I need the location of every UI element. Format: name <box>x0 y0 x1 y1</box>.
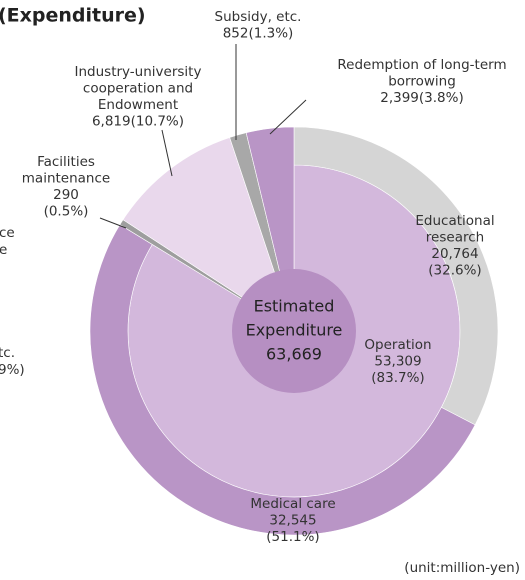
label-name: research <box>426 230 484 246</box>
label-name: Estimated <box>254 297 335 316</box>
leader-line <box>269 99 307 135</box>
percent-label: (0.5%) <box>44 204 89 220</box>
percent-label: (83.7%) <box>371 370 424 386</box>
label-name: Redemption of long-term <box>337 57 506 73</box>
label-name: Industry-university <box>75 64 202 80</box>
label-name: Expenditure <box>246 321 343 340</box>
percent-label: (10.7%) <box>131 114 184 130</box>
value-label: 32,545 <box>269 513 316 529</box>
labels: Estimated Expenditure 63,669 Operation53,30… <box>22 9 507 545</box>
clipped-label: ce <box>0 225 15 241</box>
ring-segment <box>293 126 499 426</box>
clipped-label: tc. <box>0 345 15 361</box>
value-label: 20,764 <box>431 246 478 262</box>
percent-label: (32.6%) <box>428 263 481 279</box>
value-label: 852 <box>223 26 249 42</box>
leader-line <box>99 217 127 229</box>
unit-note: (unit:million-yen) <box>404 560 520 576</box>
label-name: cooperation and <box>83 81 193 97</box>
value-label: 2,399 <box>380 90 419 106</box>
label-name: Medical care <box>250 496 335 512</box>
title: (Expenditure) <box>0 5 146 27</box>
label-name: maintenance <box>22 171 110 187</box>
wedge <box>122 137 295 332</box>
label-name: Educational <box>415 213 494 229</box>
label-name: Endowment <box>98 97 178 113</box>
value-label: 53,309 <box>374 354 421 370</box>
ring-segment <box>89 224 476 536</box>
label-name: Operation <box>364 337 431 353</box>
value-label: 6,819 <box>92 114 131 130</box>
value-label: 290 <box>53 187 79 203</box>
label-value: 2,399(3.8%) <box>380 90 464 106</box>
label-name: borrowing <box>388 74 456 90</box>
label-value: 852(1.3%) <box>223 26 294 42</box>
percent-label: (51.1%) <box>266 529 319 545</box>
pie <box>89 126 499 536</box>
label-name: Facilities <box>37 154 95 170</box>
center-circle <box>232 269 356 393</box>
label-name: Subsidy, etc. <box>215 9 302 25</box>
percent-label: (3.8%) <box>419 90 464 106</box>
percent-label: (1.3%) <box>248 26 293 42</box>
label-value: 6,819(10.7%) <box>92 114 184 130</box>
value-label: 63,669 <box>266 345 322 364</box>
clipped-label: 9%) <box>0 362 25 378</box>
clipped-label: e <box>0 242 7 258</box>
leader-line <box>161 129 173 177</box>
